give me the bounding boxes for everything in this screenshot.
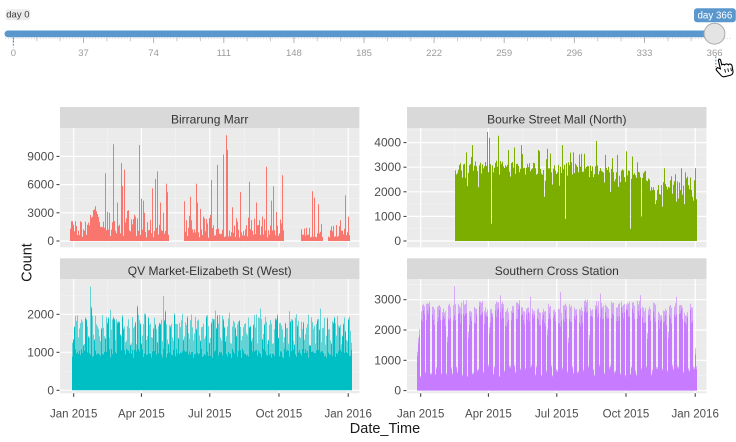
svg-text:Birrarung Marr: Birrarung Marr: [171, 113, 248, 127]
svg-text:2000: 2000: [374, 323, 401, 337]
svg-text:111: 111: [217, 48, 231, 59]
svg-text:1000: 1000: [374, 353, 401, 367]
svg-text:Jan 2015: Jan 2015: [50, 408, 97, 420]
svg-text:74: 74: [148, 48, 159, 59]
svg-text:3000: 3000: [374, 293, 401, 307]
svg-text:day 0: day 0: [6, 10, 29, 21]
svg-text:Jan 2015: Jan 2015: [397, 408, 444, 420]
svg-text:Count: Count: [19, 243, 35, 282]
svg-text:Jul 2015: Jul 2015: [188, 408, 231, 420]
svg-text:Oct 2015: Oct 2015: [256, 408, 303, 420]
svg-text:0: 0: [47, 234, 54, 248]
svg-text:1000: 1000: [374, 209, 401, 223]
svg-text:Date_Time: Date_Time: [350, 421, 420, 437]
svg-text:Southern Cross Station: Southern Cross Station: [495, 264, 619, 278]
svg-text:Jan 2016: Jan 2016: [325, 408, 372, 420]
svg-text:Bourke Street Mall (North): Bourke Street Mall (North): [487, 113, 626, 127]
svg-text:2000: 2000: [27, 307, 54, 321]
svg-text:Apr 2015: Apr 2015: [118, 408, 165, 420]
svg-text:Apr 2015: Apr 2015: [465, 408, 512, 420]
svg-text:1000: 1000: [27, 345, 54, 359]
svg-text:4000: 4000: [374, 136, 401, 150]
svg-text:148: 148: [286, 48, 302, 59]
svg-text:0: 0: [394, 384, 401, 398]
svg-text:Jan 2016: Jan 2016: [672, 408, 719, 420]
svg-text:9000: 9000: [27, 149, 54, 163]
svg-text:day 366: day 366: [697, 10, 732, 21]
svg-text:0: 0: [11, 48, 16, 59]
svg-text:0: 0: [47, 383, 54, 397]
svg-text:QV Market-Elizabeth St (West): QV Market-Elizabeth St (West): [128, 264, 292, 278]
svg-text:37: 37: [78, 48, 89, 59]
svg-text:222: 222: [426, 48, 442, 59]
svg-text:366: 366: [707, 48, 723, 59]
svg-text:Oct 2015: Oct 2015: [603, 408, 650, 420]
svg-text:6000: 6000: [27, 178, 54, 192]
svg-text:296: 296: [566, 48, 582, 59]
svg-text:259: 259: [496, 48, 512, 59]
svg-text:185: 185: [356, 48, 372, 59]
svg-text:0: 0: [394, 234, 401, 248]
svg-text:3000: 3000: [374, 160, 401, 174]
svg-text:Jul 2015: Jul 2015: [535, 408, 578, 420]
svg-text:3000: 3000: [27, 206, 54, 220]
svg-text:333: 333: [637, 48, 653, 59]
svg-text:2000: 2000: [374, 185, 401, 199]
